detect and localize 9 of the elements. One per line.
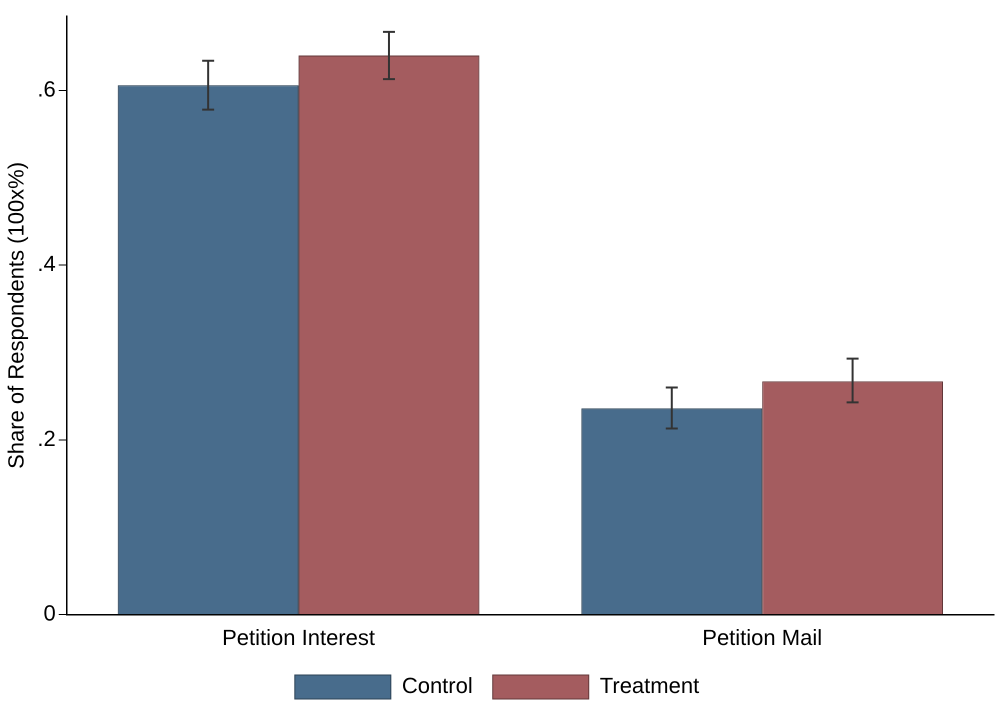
- legend-label: Control: [402, 673, 473, 698]
- legend-label: Treatment: [600, 673, 700, 698]
- x-tick-label: Petition Interest: [222, 624, 375, 650]
- y-tick-label: 0: [44, 600, 56, 626]
- y-tick-label: .4: [37, 251, 56, 276]
- y-axis-title: Share of Respondents (100x%): [3, 162, 28, 469]
- y-tick-label: .2: [37, 426, 56, 451]
- y-tick-label: .6: [37, 76, 56, 102]
- x-tick-label: Petition Mail: [702, 624, 822, 650]
